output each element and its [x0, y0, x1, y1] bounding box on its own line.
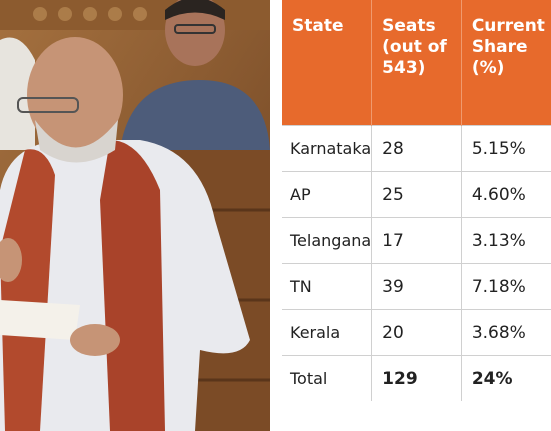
state-cell: TN [282, 263, 373, 310]
table-row: Kerala 20 3.68% [282, 309, 551, 356]
value-cell: 25 [371, 171, 462, 218]
column-header: State [282, 0, 373, 126]
value-cell: 4.60% [461, 171, 551, 218]
table-row: Total 129 24% [282, 355, 551, 401]
speaker-photo [0, 0, 270, 431]
state-cell: Telangana [282, 217, 373, 264]
column-header: Seats (out of 543) [371, 0, 462, 126]
value-cell: 3.68% [461, 309, 551, 356]
state-cell: AP [282, 171, 373, 218]
seat-share-table: State Seats (out of 543) Current Share (%)… [282, 0, 551, 401]
header-row: State Seats (out of 543) Current Share (%) [282, 0, 551, 126]
value-cell: 24% [461, 355, 551, 401]
state-cell: Kerala [282, 309, 373, 356]
table-row: Karnataka 28 5.15% [282, 125, 551, 172]
state-cell: Karnataka [282, 125, 373, 172]
value-cell: 39 [371, 263, 462, 310]
value-cell: 7.18% [461, 263, 551, 310]
value-cell: 3.13% [461, 217, 551, 264]
column-header: Current Share (%) [461, 0, 551, 126]
value-cell: 20 [371, 309, 462, 356]
value-cell: 129 [371, 355, 462, 401]
value-cell: 17 [371, 217, 462, 264]
table-row: AP 25 4.60% [282, 171, 551, 218]
value-cell: 5.15% [461, 125, 551, 172]
table-row: Telangana 17 3.13% [282, 217, 551, 264]
value-cell: 28 [371, 125, 462, 172]
table-row: TN 39 7.18% [282, 263, 551, 310]
state-cell: Total [282, 355, 373, 401]
